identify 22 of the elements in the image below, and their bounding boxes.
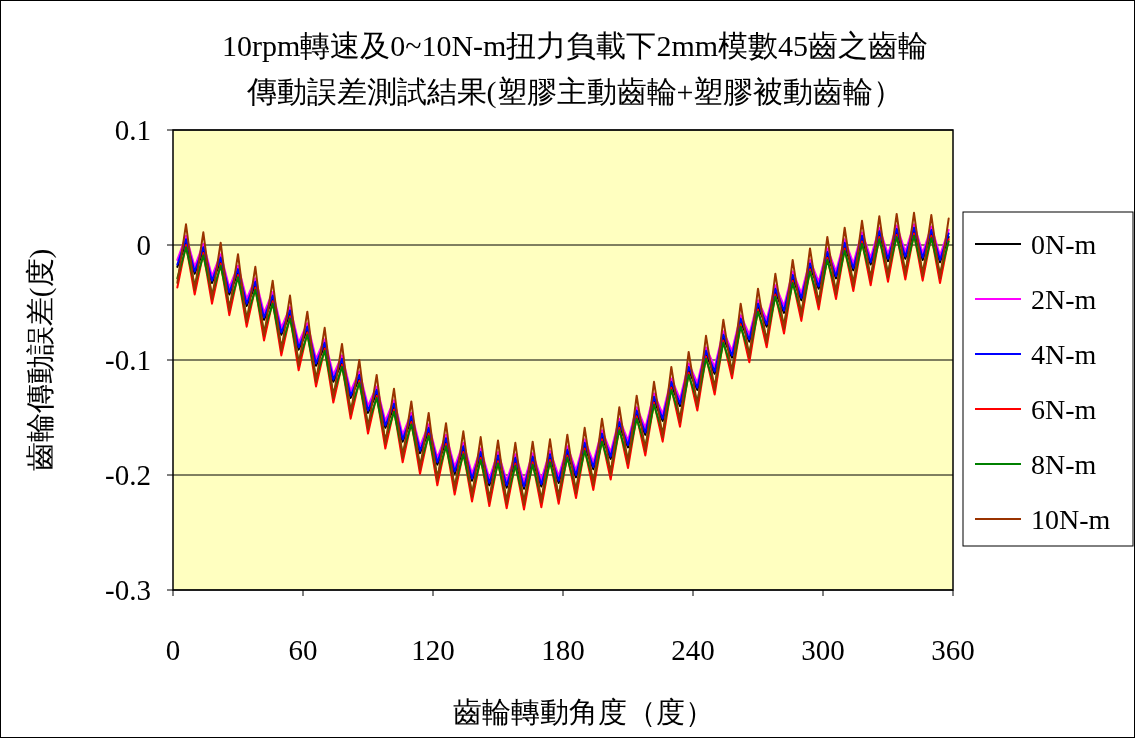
chart-subtitle: 傳動誤差測試結果(塑膠主動齒輪+塑膠被動齒輪） [245,75,904,109]
x-tick-label: 360 [931,634,975,666]
x-tick-label: 120 [411,634,455,666]
chart-title: 10rpm轉速及0~10N-m扭力負載下2mm模數45齒之齒輪 [221,29,929,62]
x-tick-label: 60 [288,634,318,666]
x-tick-label: 300 [801,634,845,666]
x-tick-label: 180 [541,634,585,666]
x-tick-label: 0 [165,634,181,666]
y-axis-title: 齒輪傳動誤差(度) [24,248,57,472]
legend-label: 10N-m [1031,504,1111,535]
y-tick-label: 0 [136,229,151,261]
y-tick-label: -0.2 [105,459,151,491]
legend-label: 6N-m [1031,394,1097,425]
y-tick-label: 0.1 [114,114,151,146]
legend-label: 8N-m [1031,449,1097,480]
legend-label: 0N-m [1031,229,1097,260]
legend-label: 4N-m [1031,339,1097,370]
x-tick-label: 240 [671,634,715,666]
y-tick-label: -0.1 [105,344,151,376]
y-tick-label: -0.3 [105,574,151,606]
x-axis-title: 齒輪轉動角度（度） [452,696,714,728]
legend-label: 2N-m [1031,284,1097,315]
